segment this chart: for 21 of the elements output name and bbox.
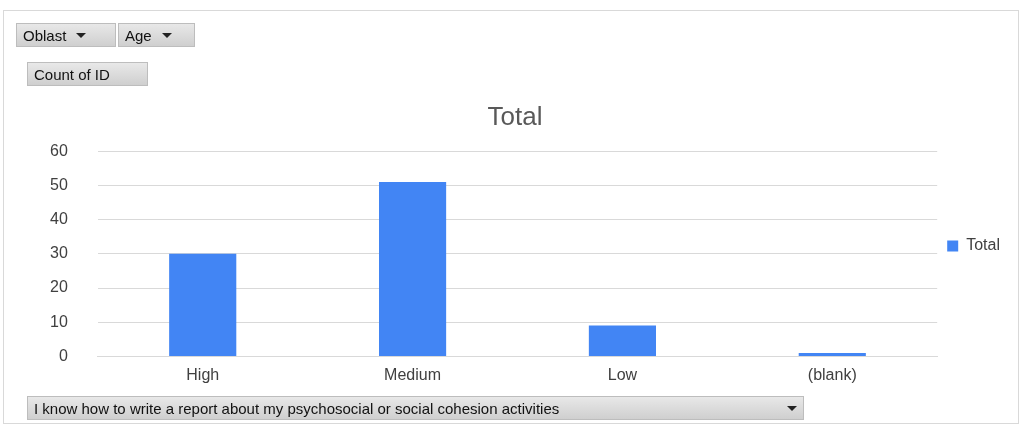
x-tick-label: Medium [384,366,442,384]
x-tick-label: (blank) [807,366,857,384]
text: I know how to write a report about my psychosocial or social cohesion activities [34,399,560,417]
y-tick-label: 0 [58,346,68,364]
y-tick-label: 10 [50,312,68,330]
x-tick-label: High [186,366,220,384]
bar [169,253,237,356]
bar [588,325,656,356]
bar [798,352,866,356]
y-tick-label: 30 [50,244,68,262]
y-tick-label: 60 [50,141,68,159]
y-tick-label: 50 [50,175,68,193]
y-tick-label: 20 [50,278,68,296]
text: Oblast [23,26,67,44]
legend-label: Total [966,236,1000,254]
x-tick-label: Low [607,366,638,384]
y-tick-label: 40 [50,210,68,228]
text: Age [125,26,152,44]
chart-title: Total [487,100,543,131]
text: Count of ID [34,65,110,83]
bar [379,181,447,356]
